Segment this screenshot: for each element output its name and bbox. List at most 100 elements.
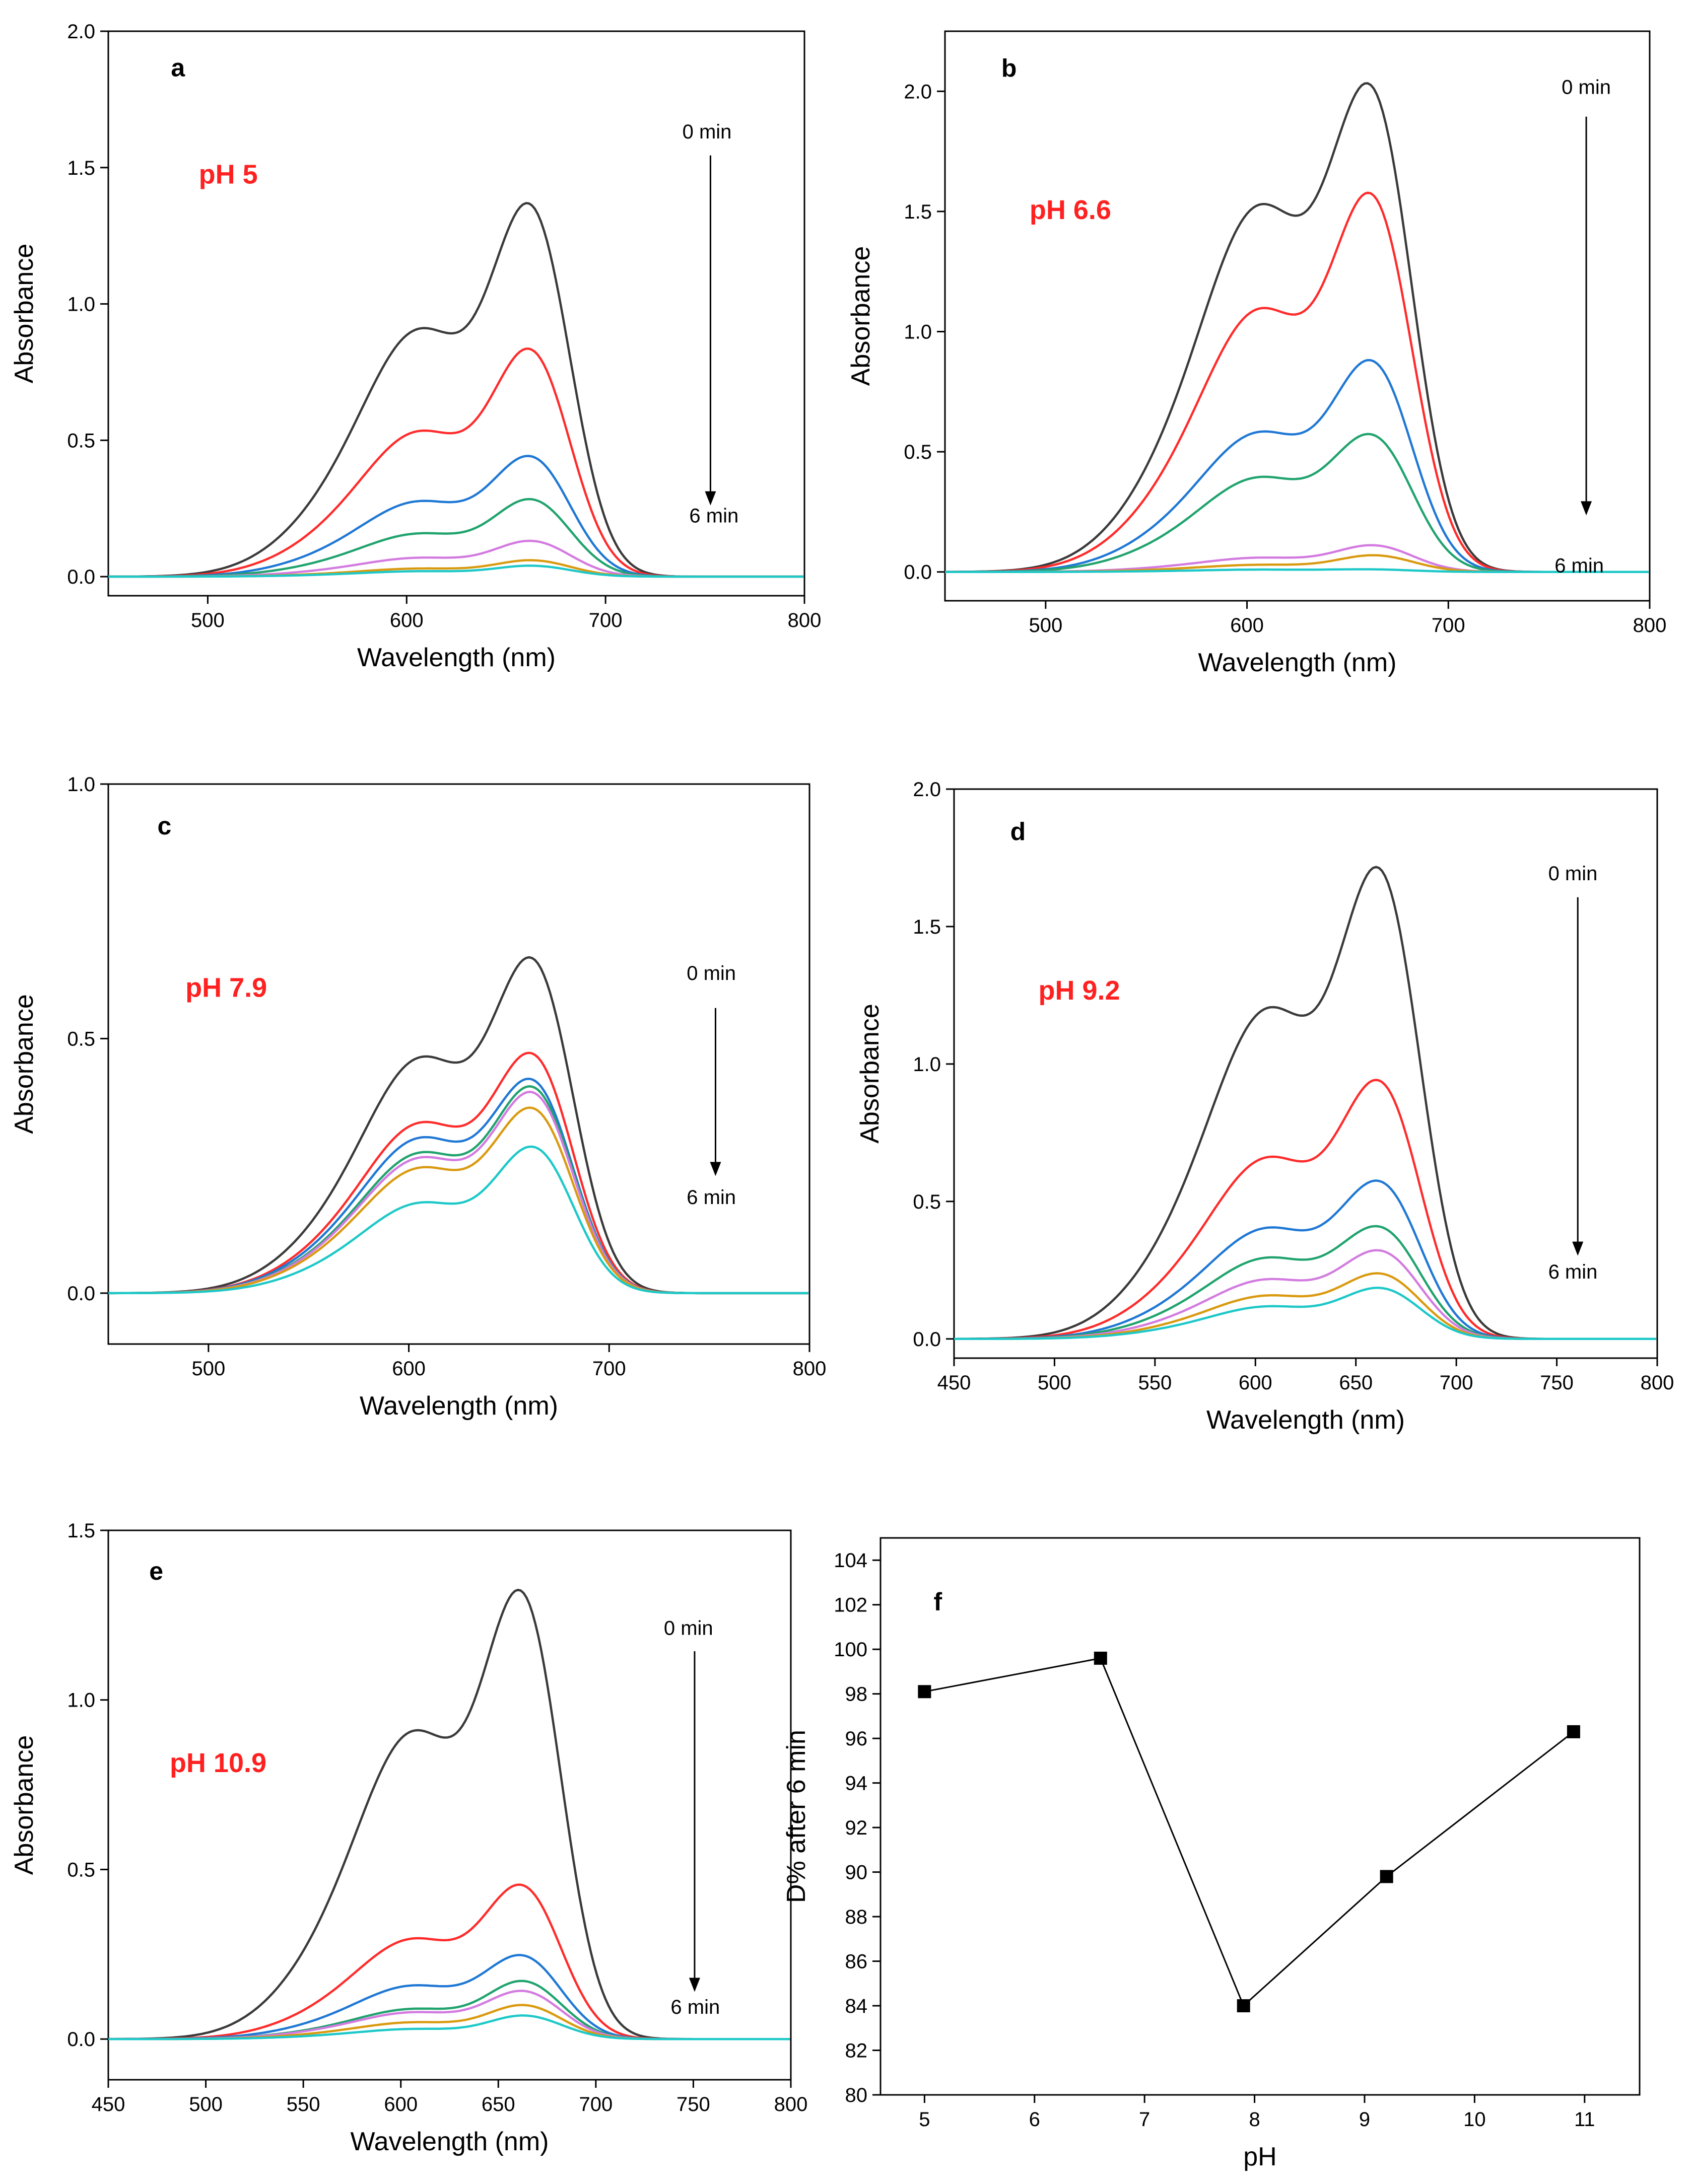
y-tick-label: 0.5: [67, 1859, 95, 1881]
data-point: [1567, 1725, 1580, 1738]
plot-frame: [944, 30, 1651, 602]
time-arrow-head: [710, 1162, 721, 1176]
spectra-group: [954, 866, 1656, 1341]
x-tick-label: 450: [92, 2093, 125, 2116]
x-tick-label: 600: [384, 2093, 418, 2116]
x-tick-label: 11: [1574, 2108, 1595, 2131]
y-axis-title: Absorbance: [10, 244, 39, 384]
time-arrow-head: [689, 1978, 700, 1992]
x-tick-label: 600: [1239, 1372, 1272, 1394]
x-axis-title: Wavelength (nm): [1206, 1405, 1405, 1435]
x-tick-label: 450: [937, 1372, 971, 1394]
x-tick-label: 600: [390, 609, 424, 631]
x-tick-label: 600: [392, 1358, 426, 1380]
y-axis-title: Absorbance: [10, 994, 39, 1134]
y-tick-label: 92: [845, 1817, 868, 1839]
y-tick-label: 0.0: [67, 566, 95, 588]
data-point: [1094, 1651, 1107, 1665]
y-tick-label: 1.0: [904, 321, 932, 343]
panel-label: c: [157, 812, 171, 840]
spectrum-line-1-min: [954, 1079, 1656, 1341]
y-tick-label: 1.5: [913, 916, 941, 938]
y-tick-label: 104: [834, 1549, 867, 1572]
time-start-label: 0 min: [1548, 863, 1598, 885]
spectra-group: [108, 1588, 790, 2040]
y-tick-label: 2.0: [904, 81, 932, 103]
y-tick-label: 1.5: [904, 201, 932, 223]
panel-c: 500 600 700 800 0.0 0.5 1.0 Wavelength (nm) Abso…: [10, 773, 826, 1421]
y-tick-label: 1.0: [913, 1053, 941, 1076]
y-tick-label: 94: [845, 1773, 868, 1795]
ph-label: pH 5: [199, 160, 258, 190]
x-tick-label: 750: [1540, 1372, 1574, 1394]
x-tick-label: 800: [1641, 1372, 1674, 1394]
x-axis-title: Wavelength (nm): [357, 643, 556, 672]
y-axis-title: Absorbance: [846, 246, 875, 386]
time-end-label: 6 min: [1548, 1261, 1598, 1283]
data-point: [1237, 1999, 1250, 2013]
panel-label: e: [149, 1557, 163, 1585]
panel-d: 450 500 550 600 650 700 750 800 0.0 0.5 1.0 1.5 2.0 W…: [855, 779, 1674, 1435]
panel-label: f: [933, 1588, 942, 1616]
x-tick-label: 500: [191, 1358, 225, 1380]
x-tick-label: 700: [1432, 614, 1465, 637]
x-tick-label: 9: [1359, 2108, 1370, 2131]
x-tick-label: 500: [189, 2093, 223, 2116]
y-tick-label: 0.5: [67, 1028, 95, 1050]
time-start-label: 0 min: [664, 1617, 713, 1639]
degradation-line: [924, 1657, 1574, 2007]
y-tick-label: 1.0: [67, 773, 95, 796]
time-end-label: 6 min: [689, 505, 738, 527]
spectrum-line-1-min: [108, 347, 803, 578]
y-tick-label: 84: [845, 1995, 868, 2017]
ph-label: pH 10.9: [170, 1748, 266, 1778]
spectrum-line-6-min: [945, 568, 1649, 573]
x-tick-label: 550: [1138, 1372, 1172, 1394]
time-arrow-head: [1572, 1241, 1584, 1256]
y-tick-label: 88: [845, 1906, 868, 1928]
spectra-group: [108, 956, 808, 1295]
y-tick-label: 0.5: [67, 430, 95, 452]
x-axis-title: Wavelength (nm): [360, 1391, 558, 1421]
ph-label: pH 9.2: [1039, 975, 1120, 1006]
y-tick-label: 80: [845, 2084, 868, 2106]
x-tick-label: 8: [1249, 2108, 1260, 2131]
data-point: [1380, 1870, 1393, 1883]
y-tick-label: 1.5: [67, 1520, 95, 1542]
y-tick-label: 102: [834, 1594, 867, 1616]
y-tick-label: 100: [834, 1639, 867, 1661]
x-tick-label: 650: [482, 2093, 515, 2116]
spectrum-line-6-min: [108, 2014, 790, 2040]
y-tick-label: 2.0: [67, 21, 95, 43]
x-tick-label: 550: [287, 2093, 320, 2116]
panel-a: 500 600 700 800 0.0 0.5 1.0 1.5 2.0 Wavelength (n…: [10, 21, 821, 672]
y-tick-label: 98: [845, 1683, 868, 1706]
x-tick-label: 500: [1029, 614, 1062, 637]
spectrum-line-6-min: [108, 1145, 808, 1295]
panel-f: 5 6 7 8 9 10 11 80 82 84 86 88 90 92 94 96 98 100 102 104 pH…: [782, 1537, 1641, 2171]
panel-e: 450 500 550 600 650 700 750 800 0.0 0.5 1.0 1.5 Wave…: [10, 1520, 807, 2156]
ph-label: pH 6.6: [1030, 195, 1111, 225]
y-tick-label: 0.5: [913, 1191, 941, 1213]
panel-label: d: [1010, 818, 1026, 846]
spectrum-line-1-min: [108, 1051, 808, 1295]
x-tick-label: 500: [1038, 1372, 1071, 1394]
time-end-label: 6 min: [670, 1996, 720, 2018]
x-tick-label: 5: [919, 2108, 930, 2131]
x-tick-label: 700: [589, 609, 623, 631]
time-start-label: 0 min: [687, 962, 736, 984]
y-axis-title: Absorbance: [855, 1004, 885, 1144]
x-tick-label: 650: [1339, 1372, 1373, 1394]
plot-frame: [879, 1537, 1641, 2096]
y-tick-label: 0.0: [904, 561, 932, 584]
x-axis-title: Wavelength (nm): [351, 2127, 549, 2156]
x-tick-label: 800: [774, 2093, 808, 2116]
x-tick-label: 700: [592, 1358, 626, 1380]
spectrum-line-6-min: [954, 1287, 1656, 1341]
spectrum-line-2-min: [945, 359, 1649, 573]
panel-b: 500 600 700 800 0.0 0.5 1.0 1.5 2.0 Wavelength (n…: [846, 30, 1666, 677]
x-tick-label: 700: [1440, 1372, 1473, 1394]
time-arrow-head: [705, 491, 716, 506]
x-tick-label: 700: [579, 2093, 613, 2116]
